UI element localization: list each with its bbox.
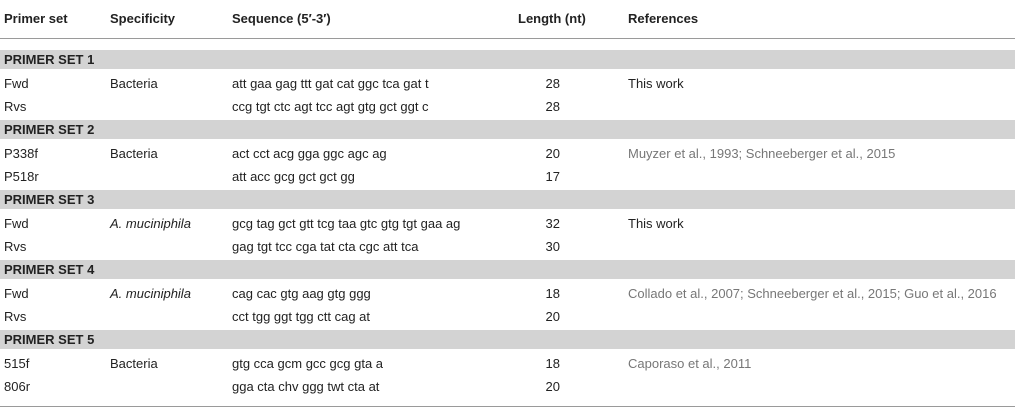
primer: Fwd	[4, 286, 29, 301]
primer: 515f	[4, 356, 30, 371]
primer: P338f	[4, 146, 38, 161]
group-band	[0, 190, 1015, 209]
column-header: References	[628, 11, 699, 26]
sequence: ccg tgt ctc agt tcc agt gtg gct ggt c	[232, 99, 429, 114]
primer: Rvs	[4, 309, 27, 324]
primer: Rvs	[4, 239, 27, 254]
primer: P518r	[4, 169, 39, 184]
length: 17	[545, 169, 560, 184]
primer: Fwd	[4, 216, 29, 231]
specificity: Bacteria	[110, 146, 158, 161]
group-band	[0, 330, 1015, 349]
specificity: A. muciniphila	[110, 286, 191, 301]
length: 20	[545, 379, 560, 394]
sequence: gcg tag gct gtt tcg taa gtc gtg tgt gaa …	[232, 216, 461, 231]
primer: Fwd	[4, 76, 29, 91]
specificity: A. muciniphila	[110, 216, 191, 231]
group-title: PRIMER SET 1	[4, 52, 95, 67]
length: 20	[545, 309, 560, 324]
length: 28	[545, 99, 560, 114]
bottom-rule	[0, 406, 1015, 407]
sequence: gga cta chv ggg twt cta at	[232, 379, 380, 394]
column-header: Length (nt)	[518, 11, 586, 26]
group-band	[0, 260, 1015, 279]
header-rule	[0, 38, 1015, 39]
primer: Rvs	[4, 99, 27, 114]
length: 32	[545, 216, 560, 231]
reference: Muyzer et al., 1993; Schneeberger et al.…	[628, 146, 896, 161]
specificity: Bacteria	[110, 356, 158, 371]
group-title: PRIMER SET 2	[4, 122, 95, 137]
length: 18	[545, 356, 560, 371]
sequence: att gaa gag ttt gat cat ggc tca gat t	[232, 76, 429, 91]
reference: This work	[628, 216, 684, 231]
group-title: PRIMER SET 5	[4, 332, 95, 347]
sequence: gtg cca gcm gcc gcg gta a	[232, 356, 384, 371]
sequence: gag tgt tcc cga tat cta cgc att tca	[232, 239, 419, 254]
column-header: Primer set	[4, 11, 68, 26]
length: 28	[545, 76, 560, 91]
group-title: PRIMER SET 3	[4, 192, 95, 207]
column-header: Specificity	[110, 11, 176, 26]
sequence: att acc gcg gct gct gg	[232, 169, 355, 184]
length: 18	[545, 286, 560, 301]
sequence: cag cac gtg aag gtg ggg	[232, 286, 371, 301]
primer: 806r	[4, 379, 31, 394]
sequence: act cct acg gga ggc agc ag	[232, 146, 387, 161]
length: 30	[545, 239, 560, 254]
length: 20	[545, 146, 560, 161]
reference: Collado et al., 2007; Schneeberger et al…	[628, 286, 997, 301]
reference: Caporaso et al., 2011	[628, 356, 752, 371]
column-header: Sequence (5′-3′)	[232, 11, 331, 26]
sequence: cct tgg ggt tgg ctt cag at	[232, 309, 371, 324]
reference: This work	[628, 76, 684, 91]
specificity: Bacteria	[110, 76, 158, 91]
group-title: PRIMER SET 4	[4, 262, 95, 277]
group-band	[0, 50, 1015, 69]
group-band	[0, 120, 1015, 139]
